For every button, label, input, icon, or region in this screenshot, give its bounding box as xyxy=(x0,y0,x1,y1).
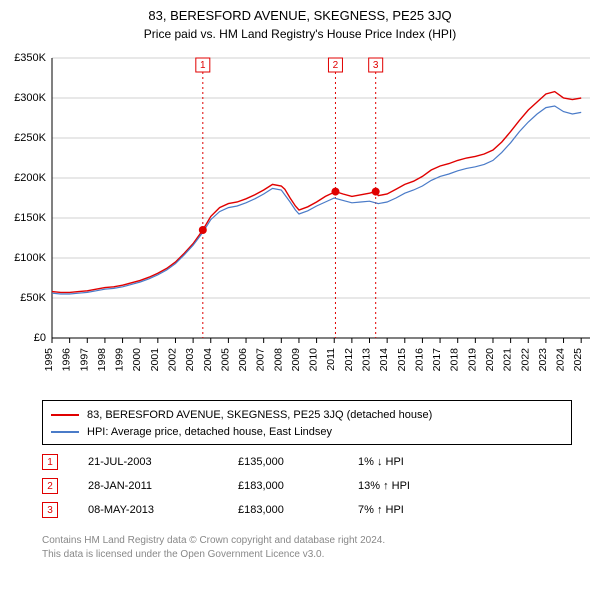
x-tick-label: 2004 xyxy=(202,348,214,372)
sales-row: 2 28-JAN-2011£183,00013% ↑ HPI xyxy=(42,474,572,498)
chart-title: 83, BERESFORD AVENUE, SKEGNESS, PE25 3JQ xyxy=(0,0,600,23)
x-tick-label: 2021 xyxy=(502,348,514,372)
footer-attribution: Contains HM Land Registry data © Crown c… xyxy=(42,534,572,562)
legend-label: HPI: Average price, detached house, East… xyxy=(87,424,332,441)
sale-date: 28-JAN-2011 xyxy=(88,480,238,492)
sales-row: 1 21-JUL-2003£135,0001% ↓ HPI xyxy=(42,450,572,474)
sale-marker-dot xyxy=(372,188,380,196)
x-tick-label: 2009 xyxy=(290,348,302,372)
x-tick-label: 2008 xyxy=(272,348,284,372)
sale-price: £183,000 xyxy=(238,480,358,492)
x-tick-label: 2010 xyxy=(308,348,320,372)
legend-item: 83, BERESFORD AVENUE, SKEGNESS, PE25 3JQ… xyxy=(51,407,563,424)
sale-price: £183,000 xyxy=(238,504,358,516)
x-tick-label: 2019 xyxy=(466,348,478,372)
x-tick-label: 1999 xyxy=(114,348,126,372)
sale-date: 21-JUL-2003 xyxy=(88,456,238,468)
x-tick-label: 2017 xyxy=(431,348,443,372)
chart-area: £0 £50K £100K £150K £200K £250K £300K £350K 1995… xyxy=(0,50,600,390)
y-tick-label: £50K xyxy=(20,292,46,304)
y-tick-label: £200K xyxy=(14,172,46,184)
series-line xyxy=(52,92,581,293)
x-tick-label: 2020 xyxy=(484,348,496,372)
footer-line: Contains HM Land Registry data © Crown c… xyxy=(42,534,572,548)
y-tick-label: £150K xyxy=(14,212,46,224)
x-tick-label: 2000 xyxy=(131,348,143,372)
x-tick-label: 1998 xyxy=(96,348,108,372)
legend: 83, BERESFORD AVENUE, SKEGNESS, PE25 3JQ… xyxy=(42,400,572,445)
x-tick-label: 2015 xyxy=(396,348,408,372)
sale-price: £135,000 xyxy=(238,456,358,468)
y-tick-label: £250K xyxy=(14,132,46,144)
sale-marker-number: 3 xyxy=(373,60,379,71)
legend-swatch xyxy=(51,431,79,433)
sale-vs-hpi: 13% ↑ HPI xyxy=(358,480,478,492)
y-tick-label: £100K xyxy=(14,252,46,264)
x-tick-label: 2024 xyxy=(555,348,567,372)
sale-marker-number: 1 xyxy=(200,60,206,71)
x-tick-label: 1996 xyxy=(61,348,73,372)
x-tick-label: 2023 xyxy=(537,348,549,372)
x-tick-label: 2014 xyxy=(378,348,390,372)
sale-marker-number: 2 xyxy=(333,60,339,71)
x-tick-label: 2007 xyxy=(255,348,267,372)
legend-swatch xyxy=(51,414,79,416)
sales-row: 3 08-MAY-2013£183,0007% ↑ HPI xyxy=(42,498,572,522)
sale-date: 08-MAY-2013 xyxy=(88,504,238,516)
chart-subtitle: Price paid vs. HM Land Registry's House … xyxy=(0,23,600,41)
x-tick-label: 2006 xyxy=(237,348,249,372)
sale-marker-dot xyxy=(331,188,339,196)
x-tick-label: 2012 xyxy=(343,348,355,372)
sale-vs-hpi: 7% ↑ HPI xyxy=(358,504,478,516)
sale-marker-dot xyxy=(199,226,207,234)
legend-label: 83, BERESFORD AVENUE, SKEGNESS, PE25 3JQ… xyxy=(87,407,432,424)
sale-vs-hpi: 1% ↓ HPI xyxy=(358,456,478,468)
x-tick-label: 2003 xyxy=(184,348,196,372)
x-tick-label: 2018 xyxy=(449,348,461,372)
x-tick-label: 2016 xyxy=(413,348,425,372)
x-tick-label: 2025 xyxy=(572,348,584,372)
x-tick-label: 1997 xyxy=(78,348,90,372)
sales-table: 1 21-JUL-2003£135,0001% ↓ HPI 2 28-JAN-2011… xyxy=(42,450,572,522)
series-line xyxy=(52,106,581,294)
x-tick-label: 2011 xyxy=(325,348,337,371)
x-tick-label: 1995 xyxy=(43,348,55,372)
x-tick-label: 2005 xyxy=(219,348,231,372)
footer-line: This data is licensed under the Open Gov… xyxy=(42,548,572,562)
sale-badge: 3 xyxy=(42,502,58,518)
sale-badge: 1 xyxy=(42,454,58,470)
x-tick-label: 2013 xyxy=(361,348,373,372)
y-tick-label: £300K xyxy=(14,92,46,104)
sale-badge: 2 xyxy=(42,478,58,494)
x-tick-label: 2002 xyxy=(166,348,178,372)
x-tick-label: 2001 xyxy=(149,348,161,372)
x-tick-label: 2022 xyxy=(519,348,531,372)
y-tick-label: £350K xyxy=(14,52,46,64)
legend-item: HPI: Average price, detached house, East… xyxy=(51,424,563,441)
y-tick-label: £0 xyxy=(34,332,46,344)
